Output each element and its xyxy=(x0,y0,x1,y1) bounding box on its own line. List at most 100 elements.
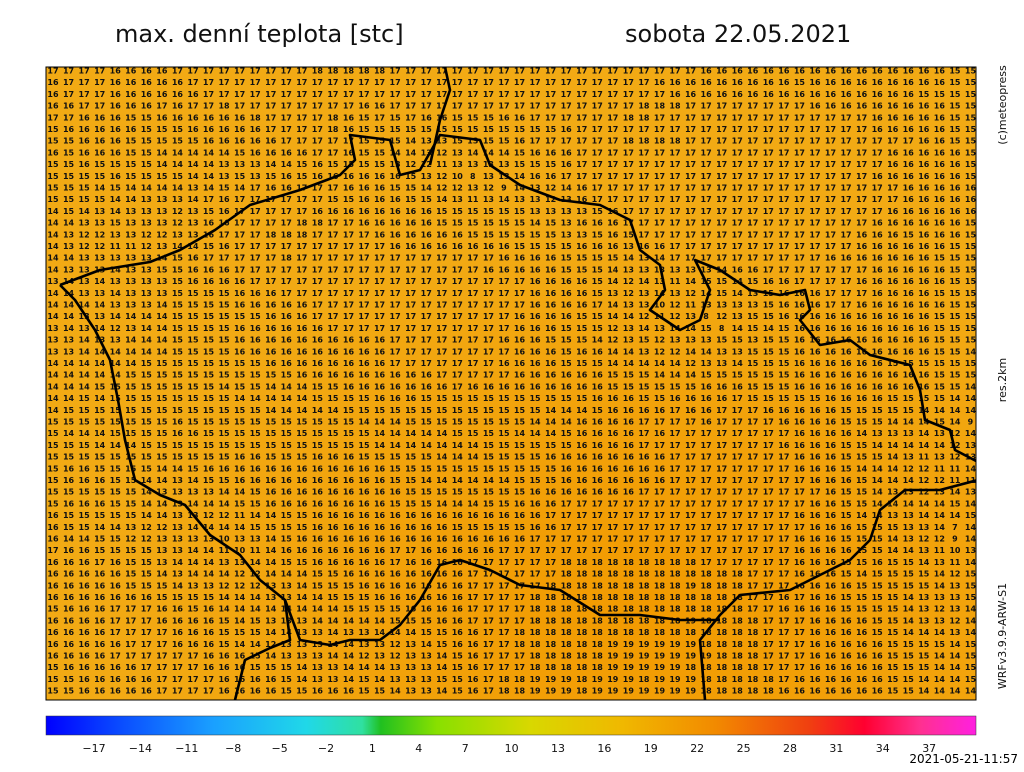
grid-value: 15 xyxy=(716,277,728,286)
grid-value: 14 xyxy=(218,499,230,508)
grid-value: 17 xyxy=(390,78,401,87)
grid-value: 14 xyxy=(63,394,75,403)
grid-value: 17 xyxy=(763,429,774,438)
grid-value: 13 xyxy=(701,336,712,345)
grid-value: 13 xyxy=(187,184,198,193)
grid-value: 17 xyxy=(327,137,338,146)
grid-value: 15 xyxy=(47,195,59,204)
grid-value: 15 xyxy=(887,570,899,579)
grid-value: 16 xyxy=(358,371,370,380)
grid-value: 17 xyxy=(747,113,758,122)
grid-value: 17 xyxy=(187,663,198,672)
grid-value: 16 xyxy=(250,137,262,146)
grid-value: 14 xyxy=(94,347,106,356)
grid-value: 17 xyxy=(809,137,820,146)
grid-value: 16 xyxy=(374,535,386,544)
grid-value: 15 xyxy=(887,394,899,403)
grid-value: 19 xyxy=(561,675,573,684)
grid-value: 17 xyxy=(141,640,152,649)
grid-value: 17 xyxy=(794,254,805,263)
grid-value: 15 xyxy=(47,429,59,438)
grid-value: 15 xyxy=(172,301,184,310)
grid-value: 13 xyxy=(187,535,198,544)
grid-value: 17 xyxy=(685,148,696,157)
grid-value: 16 xyxy=(343,125,355,134)
grid-value: 17 xyxy=(778,663,789,672)
grid-value: 15 xyxy=(250,371,262,380)
grid-value: 17 xyxy=(716,148,727,157)
grid-value: 16 xyxy=(374,546,386,555)
grid-value: 16 xyxy=(452,511,464,520)
grid-value: 17 xyxy=(343,301,354,310)
grid-value: 17 xyxy=(763,195,774,204)
grid-value: 13 xyxy=(172,570,183,579)
grid-value: 15 xyxy=(141,406,153,415)
grid-value: 15 xyxy=(872,570,884,579)
grid-value: 15 xyxy=(452,113,464,122)
grid-value: 18 xyxy=(623,593,635,602)
grid-value: 16 xyxy=(421,558,433,567)
grid-value: 14 xyxy=(156,184,168,193)
grid-value: 14 xyxy=(47,382,59,391)
grid-value: 13 xyxy=(934,453,945,462)
grid-value: 14 xyxy=(934,406,946,415)
grid-value: 16 xyxy=(421,219,433,228)
grid-value: 16 xyxy=(934,219,946,228)
grid-value: 15 xyxy=(887,663,899,672)
grid-value: 17 xyxy=(809,277,820,286)
grid-value: 16 xyxy=(79,687,91,696)
grid-value: 15 xyxy=(79,488,91,497)
grid-value: 17 xyxy=(623,219,634,228)
grid-value: 18 xyxy=(763,675,775,684)
grid-value: 17 xyxy=(187,675,198,684)
grid-value: 16 xyxy=(949,184,961,193)
grid-value: 15 xyxy=(576,254,588,263)
grid-value: 17 xyxy=(809,125,820,134)
grid-value: 16 xyxy=(809,616,821,625)
grid-value: 16 xyxy=(607,476,619,485)
grid-value: 15 xyxy=(63,207,75,216)
grid-value: 16 xyxy=(561,453,573,462)
grid-value: 17 xyxy=(498,324,509,333)
grid-value: 15 xyxy=(483,418,495,427)
grid-value: 16 xyxy=(312,359,324,368)
grid-value: 17 xyxy=(763,476,774,485)
grid-value: 16 xyxy=(452,605,464,614)
grid-value: 16 xyxy=(825,312,837,321)
grid-value: 15 xyxy=(312,394,324,403)
grid-value: 15 xyxy=(514,242,526,251)
grid-value: 14 xyxy=(872,476,884,485)
grid-value: 18 xyxy=(685,663,697,672)
grid-value: 17 xyxy=(638,195,649,204)
grid-value: 15 xyxy=(405,418,417,427)
grid-value: 17 xyxy=(856,172,867,181)
grid-value: 15 xyxy=(187,137,199,146)
grid-value: 15 xyxy=(203,289,215,298)
grid-value: 15 xyxy=(483,429,495,438)
grid-value: 13 xyxy=(110,230,121,239)
grid-value: 16 xyxy=(763,78,775,87)
grid-value: 19 xyxy=(654,652,666,661)
grid-value: 16 xyxy=(576,464,588,473)
grid-value: 16 xyxy=(156,67,168,76)
grid-value: 16 xyxy=(872,254,884,263)
grid-value: 17 xyxy=(545,102,556,111)
grid-value: 17 xyxy=(763,605,774,614)
grid-value: 16 xyxy=(498,359,510,368)
grid-value: 15 xyxy=(405,476,417,485)
grid-value: 19 xyxy=(607,652,619,661)
grid-value: 12 xyxy=(405,160,416,169)
grid-value: 17 xyxy=(312,102,323,111)
grid-value: 15 xyxy=(234,148,246,157)
grid-value: 13 xyxy=(467,160,478,169)
grid-value: 17 xyxy=(561,499,572,508)
grid-value: 16 xyxy=(498,535,510,544)
grid-value: 14 xyxy=(187,242,199,251)
grid-value: 15 xyxy=(358,605,370,614)
grid-value: 17 xyxy=(94,102,105,111)
grid-value: 15 xyxy=(872,616,884,625)
grid-value: 17 xyxy=(716,488,727,497)
grid-value: 16 xyxy=(312,499,324,508)
grid-value: 16 xyxy=(903,219,915,228)
grid-value: 17 xyxy=(685,453,696,462)
